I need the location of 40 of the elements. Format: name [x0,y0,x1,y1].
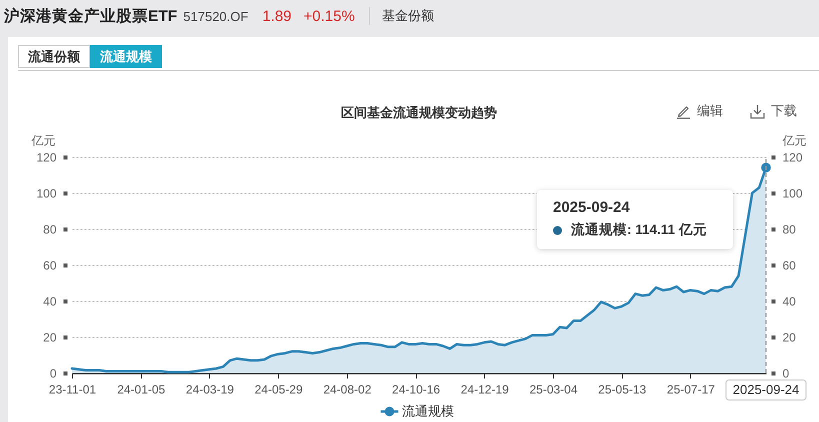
y-tick-label: 80 [43,222,57,236]
text: 沪深港黄金产业股票ETF [4,6,178,26]
y2-axis-title: 亿元 [782,134,806,148]
y-tick-label: 100 [36,186,57,200]
y-axis-title: 亿元 [30,134,56,148]
y2-tick-label: 0 [782,366,790,380]
x-tick-label: 24-01-05 [117,382,166,396]
y2-tick-label: 80 [782,222,796,236]
x-tick-label: 24-10-16 [392,382,440,396]
text: 流通规模 [90,45,162,68]
y-tick-label: 0 [50,366,57,380]
legend-label: 流通规模 [402,404,454,418]
x-tick-label: 23-11-01 [48,382,96,396]
x-tick-label: 24-12-19 [460,382,510,396]
y2-tick-label: 100 [782,186,803,200]
annotation: 2025-09-24 [553,198,631,218]
y2-tick-label: 20 [782,330,796,344]
text: 流通份额 [18,45,90,68]
y2-tick-label: 120 [782,150,803,164]
text: 1.89 [262,8,292,24]
y-tick-label: 40 [43,294,57,308]
y-tick-label: 20 [43,330,57,344]
text: 517520.OF [183,8,248,24]
x-tick-label: 24-08-02 [323,382,372,396]
y2-tick-label: 40 [782,294,796,308]
y-tick-label: 60 [43,258,57,272]
x-tick-label: 2025-09-24 [732,382,800,397]
y2-tick-label: 60 [782,258,796,272]
x-tick-label: 25-07-17 [666,382,716,396]
x-tick-label: 24-03-19 [186,382,234,396]
y-tick-label: 120 [36,150,57,164]
chart-title: 区间基金流通规模变动趋势 [341,105,497,120]
text: 编辑 [697,102,723,120]
text: +0.15% [304,8,355,24]
text: 基金份额 [382,7,434,25]
x-tick-label: 25-05-13 [598,382,647,396]
annotation: 流通规模: 114.11 亿元 [571,221,707,239]
x-tick-label: 25-03-04 [529,382,578,396]
text: 下载 [771,102,797,120]
x-tick-label: 24-05-29 [254,382,303,396]
